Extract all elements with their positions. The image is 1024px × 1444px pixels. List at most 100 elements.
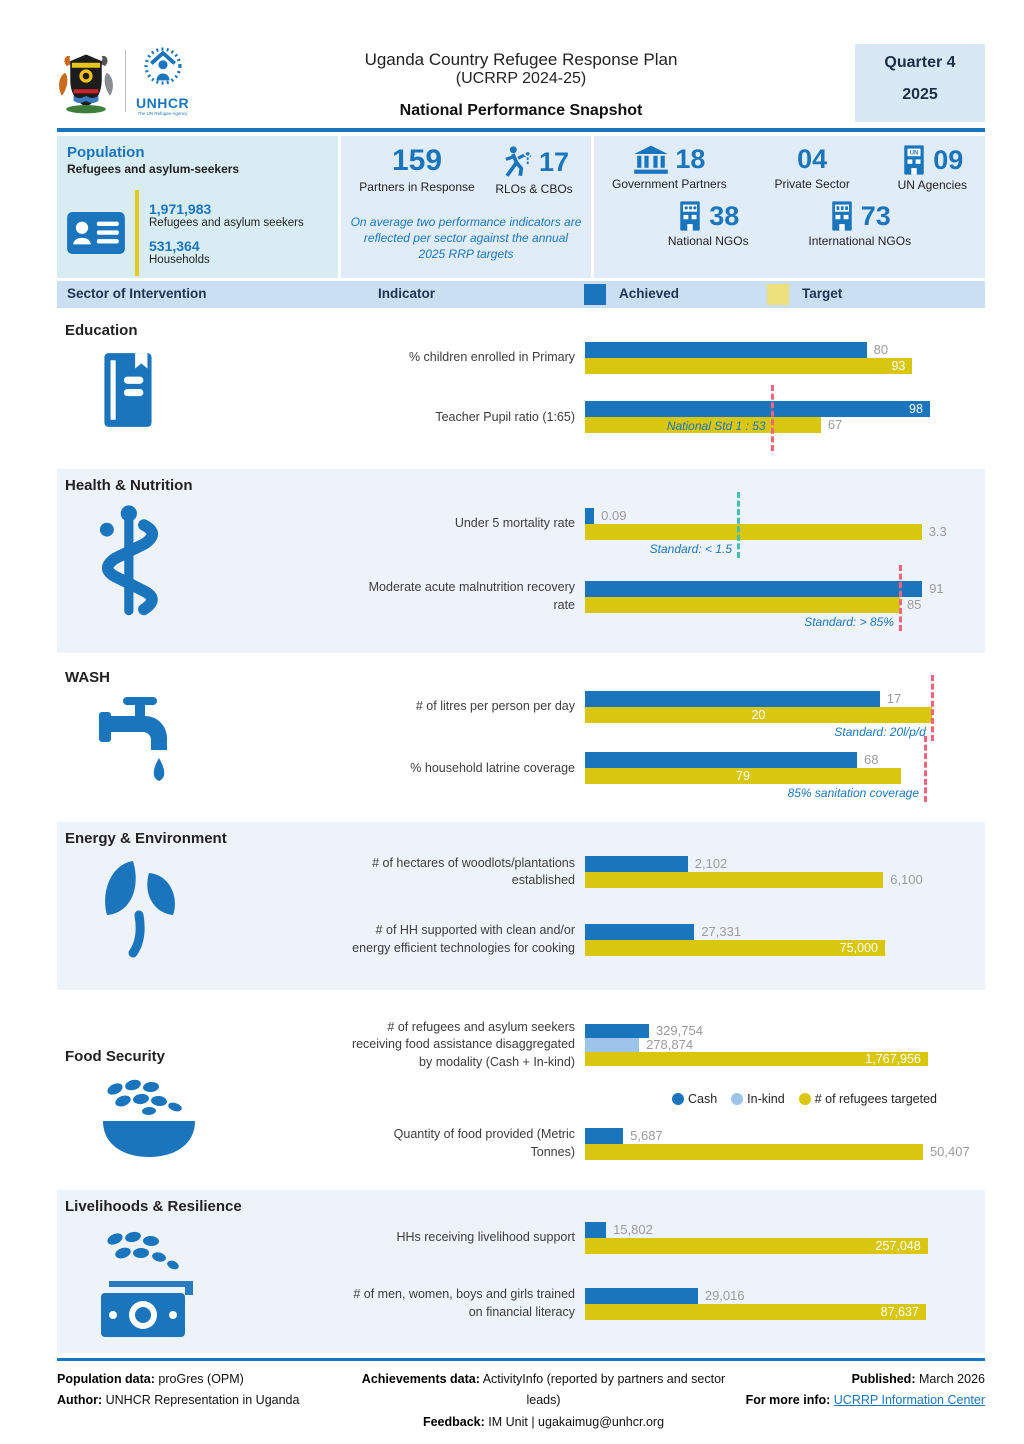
population-subtitle: Refugees and asylum-seekers	[67, 162, 240, 176]
achieved-bar	[585, 856, 688, 873]
value-label: 27,331	[701, 923, 742, 939]
header-divider	[57, 128, 985, 132]
standard-line	[737, 492, 741, 558]
value-label: 6,100	[890, 872, 923, 888]
book-icon	[93, 349, 347, 436]
unhcr-logo-text: UNHCR	[136, 95, 190, 111]
un-agencies-value: 09	[933, 144, 964, 175]
indicator-label: Teacher Pupil ratio (1:65)	[435, 409, 575, 424]
svg-text:UN: UN	[910, 151, 919, 157]
partner-types-panel: 18 Government Partners 04 Private Sector	[594, 136, 985, 278]
legend-label: In-kind	[747, 1091, 785, 1106]
stats-band: Population Refugees and asylum-seekers 1…	[57, 136, 985, 278]
national-ngos-label: National NGOs	[667, 234, 749, 248]
target-bar	[585, 524, 922, 540]
published-label: Published:	[851, 1372, 916, 1386]
legend-dot-icon	[671, 1092, 684, 1105]
un-building-icon: UN	[904, 145, 925, 175]
indicator-label: HHs receiving livelihood support	[396, 1230, 575, 1245]
value-label: 257,048	[875, 1239, 921, 1253]
population-data-value: proGres (OPM)	[158, 1372, 244, 1386]
more-info-label: For more info:	[745, 1393, 831, 1408]
target-bar	[585, 1143, 923, 1160]
title-block: Uganda Country Refugee Response Plan (UC…	[57, 50, 985, 120]
legend-dot-icon	[731, 1092, 744, 1105]
section-title: Energy & Environment	[65, 830, 227, 847]
value-label: 80	[873, 341, 889, 357]
section-wash: WASH # of litres per person per day 17 20 St…	[57, 661, 985, 814]
achievements-value: ActivityInfo (reported by partners and s…	[482, 1372, 726, 1408]
food-modality-legend: Cash In-kind # of refugees targeted	[347, 1092, 937, 1106]
achieved-bar	[585, 1023, 649, 1038]
id-card-icon	[67, 212, 125, 254]
households-label: Households	[149, 253, 210, 266]
section-title: WASH	[65, 669, 110, 686]
partners-value: 159	[391, 144, 443, 177]
value-label: 329,754	[655, 1022, 703, 1038]
section-title: Livelihoods & Resilience	[65, 1198, 242, 1215]
refugees-value: 1,971,983	[149, 200, 212, 217]
value-label: 75,000	[839, 940, 878, 955]
target-bar: 1,767,956	[585, 1051, 928, 1066]
indicator-label: # of litres per person per day	[415, 698, 575, 713]
achieved-bar	[585, 508, 595, 524]
indicator-label: Under 5 mortality rate	[454, 516, 575, 531]
standard-label: 85% sanitation coverage	[787, 786, 919, 801]
target-bar	[585, 417, 821, 434]
partners-label: Partners in Response	[359, 180, 475, 194]
achieved-bar: 98	[585, 401, 930, 418]
value-label: 29,016	[704, 1287, 745, 1303]
value-label: 68	[864, 752, 879, 768]
table-header: Sector of Intervention Indicator Achieve…	[57, 281, 985, 308]
value-label: 1,767,956	[865, 1051, 921, 1066]
un-agencies-label: UN Agencies	[897, 178, 967, 192]
legend-item: # of refugees targeted	[798, 1091, 937, 1106]
unhcr-logo: UNHCR The UN Refugee Agency	[136, 46, 189, 116]
legend-label: # of refugees targeted	[814, 1091, 937, 1106]
standard-label: Standard: 20l/p/d	[834, 724, 926, 739]
standard-line	[930, 674, 934, 741]
indicator-row: # of litres per person per day 17 20 Standa…	[347, 674, 937, 741]
indicator-row: HHs receiving livelihood support 15,802 25…	[347, 1222, 937, 1254]
feedback-value: IM Unit | ugakaimug@unhcr.org	[488, 1414, 665, 1429]
target-bar: 87,637	[585, 1303, 926, 1320]
achieved-bar	[585, 690, 880, 707]
medical-icon	[93, 504, 347, 625]
value-label: 278,874	[646, 1036, 694, 1052]
value-label: 87,637	[880, 1304, 919, 1319]
section-livelihoods-resilience: Livelihoods & Resilience HHs receiving li…	[57, 1190, 985, 1353]
standard-label: National Std 1 : 53	[666, 419, 766, 434]
legend-dot-icon	[798, 1092, 811, 1105]
refugees-label: Refugees and asylum seekers	[149, 216, 304, 229]
achieved-bar	[585, 1222, 607, 1238]
column-achieved: Achieved	[619, 286, 680, 301]
more-info-link[interactable]: UCRRP Information Center	[833, 1393, 985, 1408]
indicator-label: Quantity of food provided (Metric Tonnes…	[393, 1127, 575, 1159]
report-subtitle: National Performance Snapshot	[399, 102, 643, 119]
quarter-label: Quarter 4	[884, 54, 956, 71]
legend-item: Cash	[671, 1092, 717, 1106]
value-label: 98	[909, 402, 923, 417]
national-ngo-building-icon	[680, 201, 700, 231]
value-label: 5,687	[630, 1127, 663, 1143]
international-ngos-label: International NGOs	[808, 234, 912, 248]
rlos-stat: 17 RLOs & CBOs	[495, 144, 573, 196]
value-label: 0.09	[601, 508, 627, 523]
government-icon	[634, 145, 669, 174]
indicator-row: # of HH supported with clean and/or ener…	[347, 922, 937, 957]
section-title: Health & Nutrition	[65, 477, 193, 494]
target-bar: 93	[585, 357, 913, 374]
achieved-bar	[585, 1127, 624, 1144]
private-sector-label: Private Sector	[774, 177, 850, 191]
households-value: 531,364	[149, 237, 200, 254]
target-bar: 79	[585, 768, 901, 785]
standard-label: Standard: > 85%	[804, 614, 894, 629]
author-label: Author:	[57, 1393, 103, 1408]
population-title: Population	[67, 144, 145, 161]
header: UNHCR The UN Refugee Agency Uganda Count…	[57, 44, 985, 126]
population-panel: Population Refugees and asylum-seekers 1…	[57, 136, 338, 278]
indicator-row: Teacher Pupil ratio (1:65) 98 67 National S…	[347, 385, 937, 452]
achieved-bar	[585, 923, 695, 940]
quarter-box: Quarter 4 2025	[855, 44, 985, 122]
national-ngos-stat: 38 National NGOs	[667, 200, 749, 249]
